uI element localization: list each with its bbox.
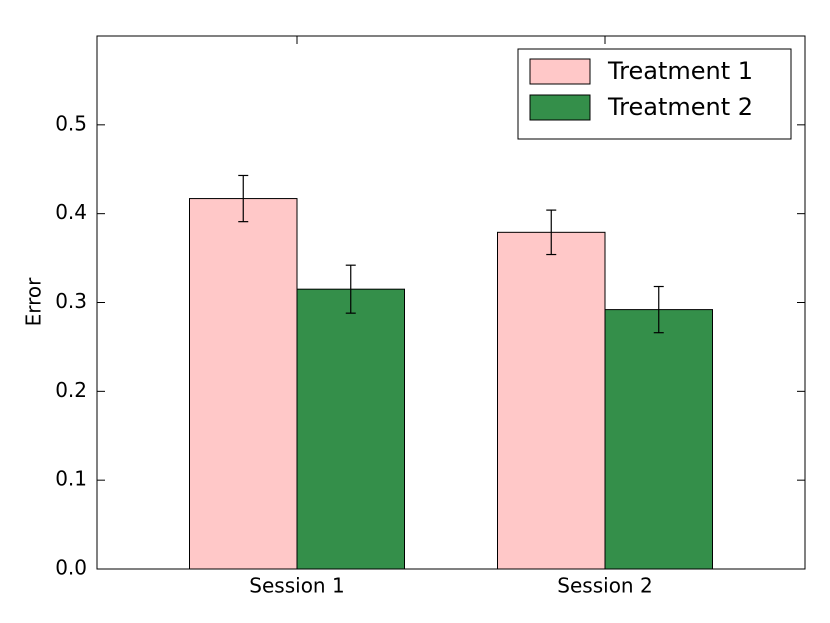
y-tick-label: 0.5 xyxy=(55,111,87,135)
error-bar xyxy=(238,174,249,223)
error-bar xyxy=(546,209,557,256)
y-tick-label: 0.4 xyxy=(55,200,87,224)
y-tick-label: 0.1 xyxy=(55,467,87,491)
bar xyxy=(296,288,405,570)
error-bar xyxy=(653,285,664,334)
y-axis-label: Error xyxy=(22,277,46,327)
bar xyxy=(604,309,713,570)
bar xyxy=(189,198,298,570)
legend-label: Treatment 1 xyxy=(607,57,753,85)
x-tick-label: Session 2 xyxy=(557,574,652,598)
legend-swatch xyxy=(529,58,591,85)
plot-frame xyxy=(96,35,806,570)
y-tick-label: 0.2 xyxy=(55,378,87,402)
y-tick-label: 0.0 xyxy=(55,556,87,580)
x-tick-label: Session 1 xyxy=(249,574,344,598)
y-tick-label: 0.3 xyxy=(55,289,87,313)
bar xyxy=(497,231,606,570)
legend-label: Treatment 2 xyxy=(607,93,753,121)
legend-swatch xyxy=(529,94,591,121)
error-bar xyxy=(345,264,356,314)
